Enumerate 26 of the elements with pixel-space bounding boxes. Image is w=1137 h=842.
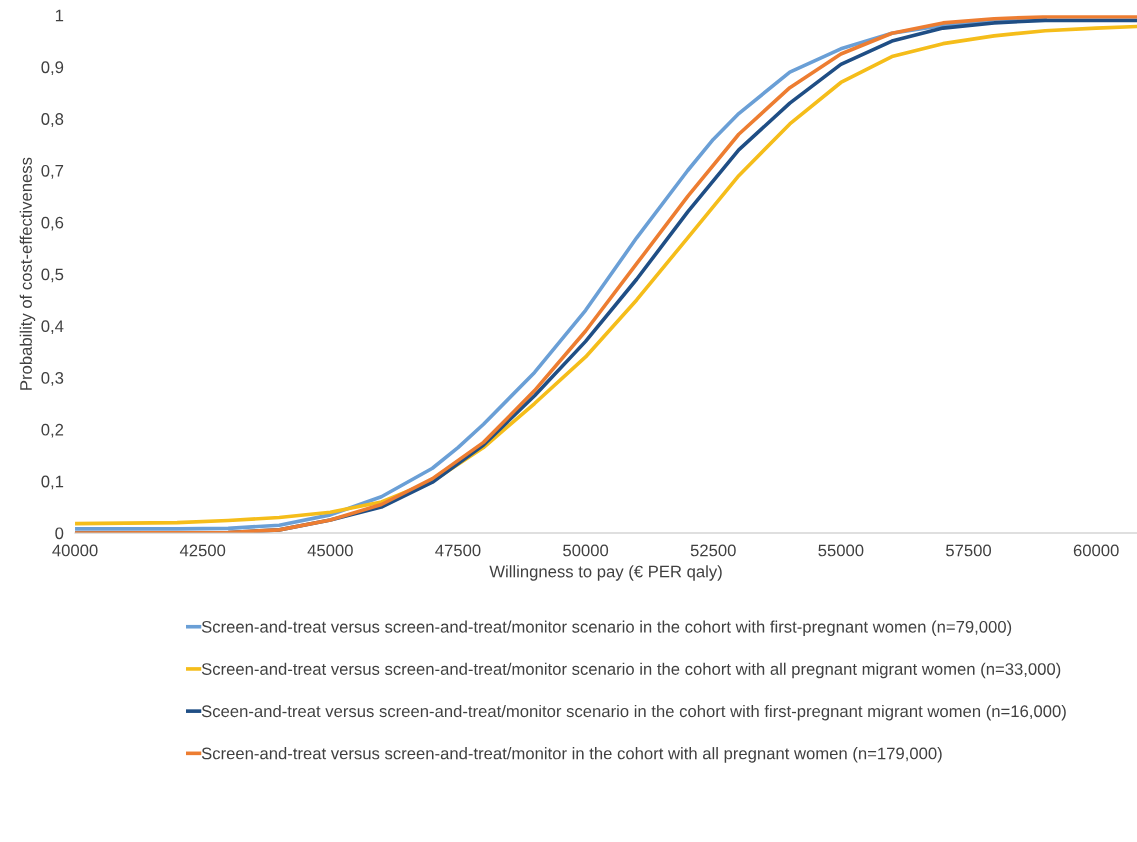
y-tick-label: 0,6 [41, 216, 64, 231]
x-tick-label: 45000 [307, 544, 353, 557]
legend-label: Sceen-and-treat versus screen-and-treat/monitor scenario in the cohort with first-pregnant migrant women (n=16,000) [201, 704, 1066, 721]
y-tick-label: 0,9 [41, 61, 64, 76]
legend-label: Screen-and-treat versus screen-and-treat/monitor in the cohort with all pregnant women (n=179,000) [201, 747, 942, 763]
y-tick-label: 0,5 [41, 268, 64, 283]
y-tick-label: 0 [55, 527, 64, 540]
y-tick-label: 0,3 [41, 372, 64, 386]
x-tick-label: 40000 [52, 544, 98, 557]
x-tick-label: 60000 [1073, 544, 1119, 557]
y-tick-label: 0,1 [41, 475, 64, 490]
x-tick-label: 42500 [179, 544, 226, 557]
y-tick-label: 0,7 [41, 164, 64, 179]
x-tick-label: 55000 [818, 544, 864, 557]
x-tick-label: 47500 [435, 544, 481, 557]
x-axis-title: Willingness to pay (€ PER qaly) [489, 565, 722, 581]
legend-label: Screen-and-treat versus screen-and-treat/monitor scenario in the cohort with all pregnant migrant women (n=33,000) [201, 662, 1061, 679]
y-tick-label: 0,2 [41, 423, 64, 438]
y-tick-label: 1 [55, 9, 64, 22]
legend-label: Screen-and-treat versus screen-and-treat/monitor scenario in the cohort with first-pregnant women (n=79,000) [201, 620, 1012, 637]
x-tick-label: 50000 [563, 544, 609, 557]
x-tick-label: 57500 [946, 544, 992, 557]
y-tick-label: 0,8 [41, 113, 64, 127]
x-tick-label: 52500 [690, 544, 736, 557]
y-tick-label: 0,4 [41, 320, 64, 335]
y-axis-title: Probability of cost-effectiveness [19, 157, 36, 390]
